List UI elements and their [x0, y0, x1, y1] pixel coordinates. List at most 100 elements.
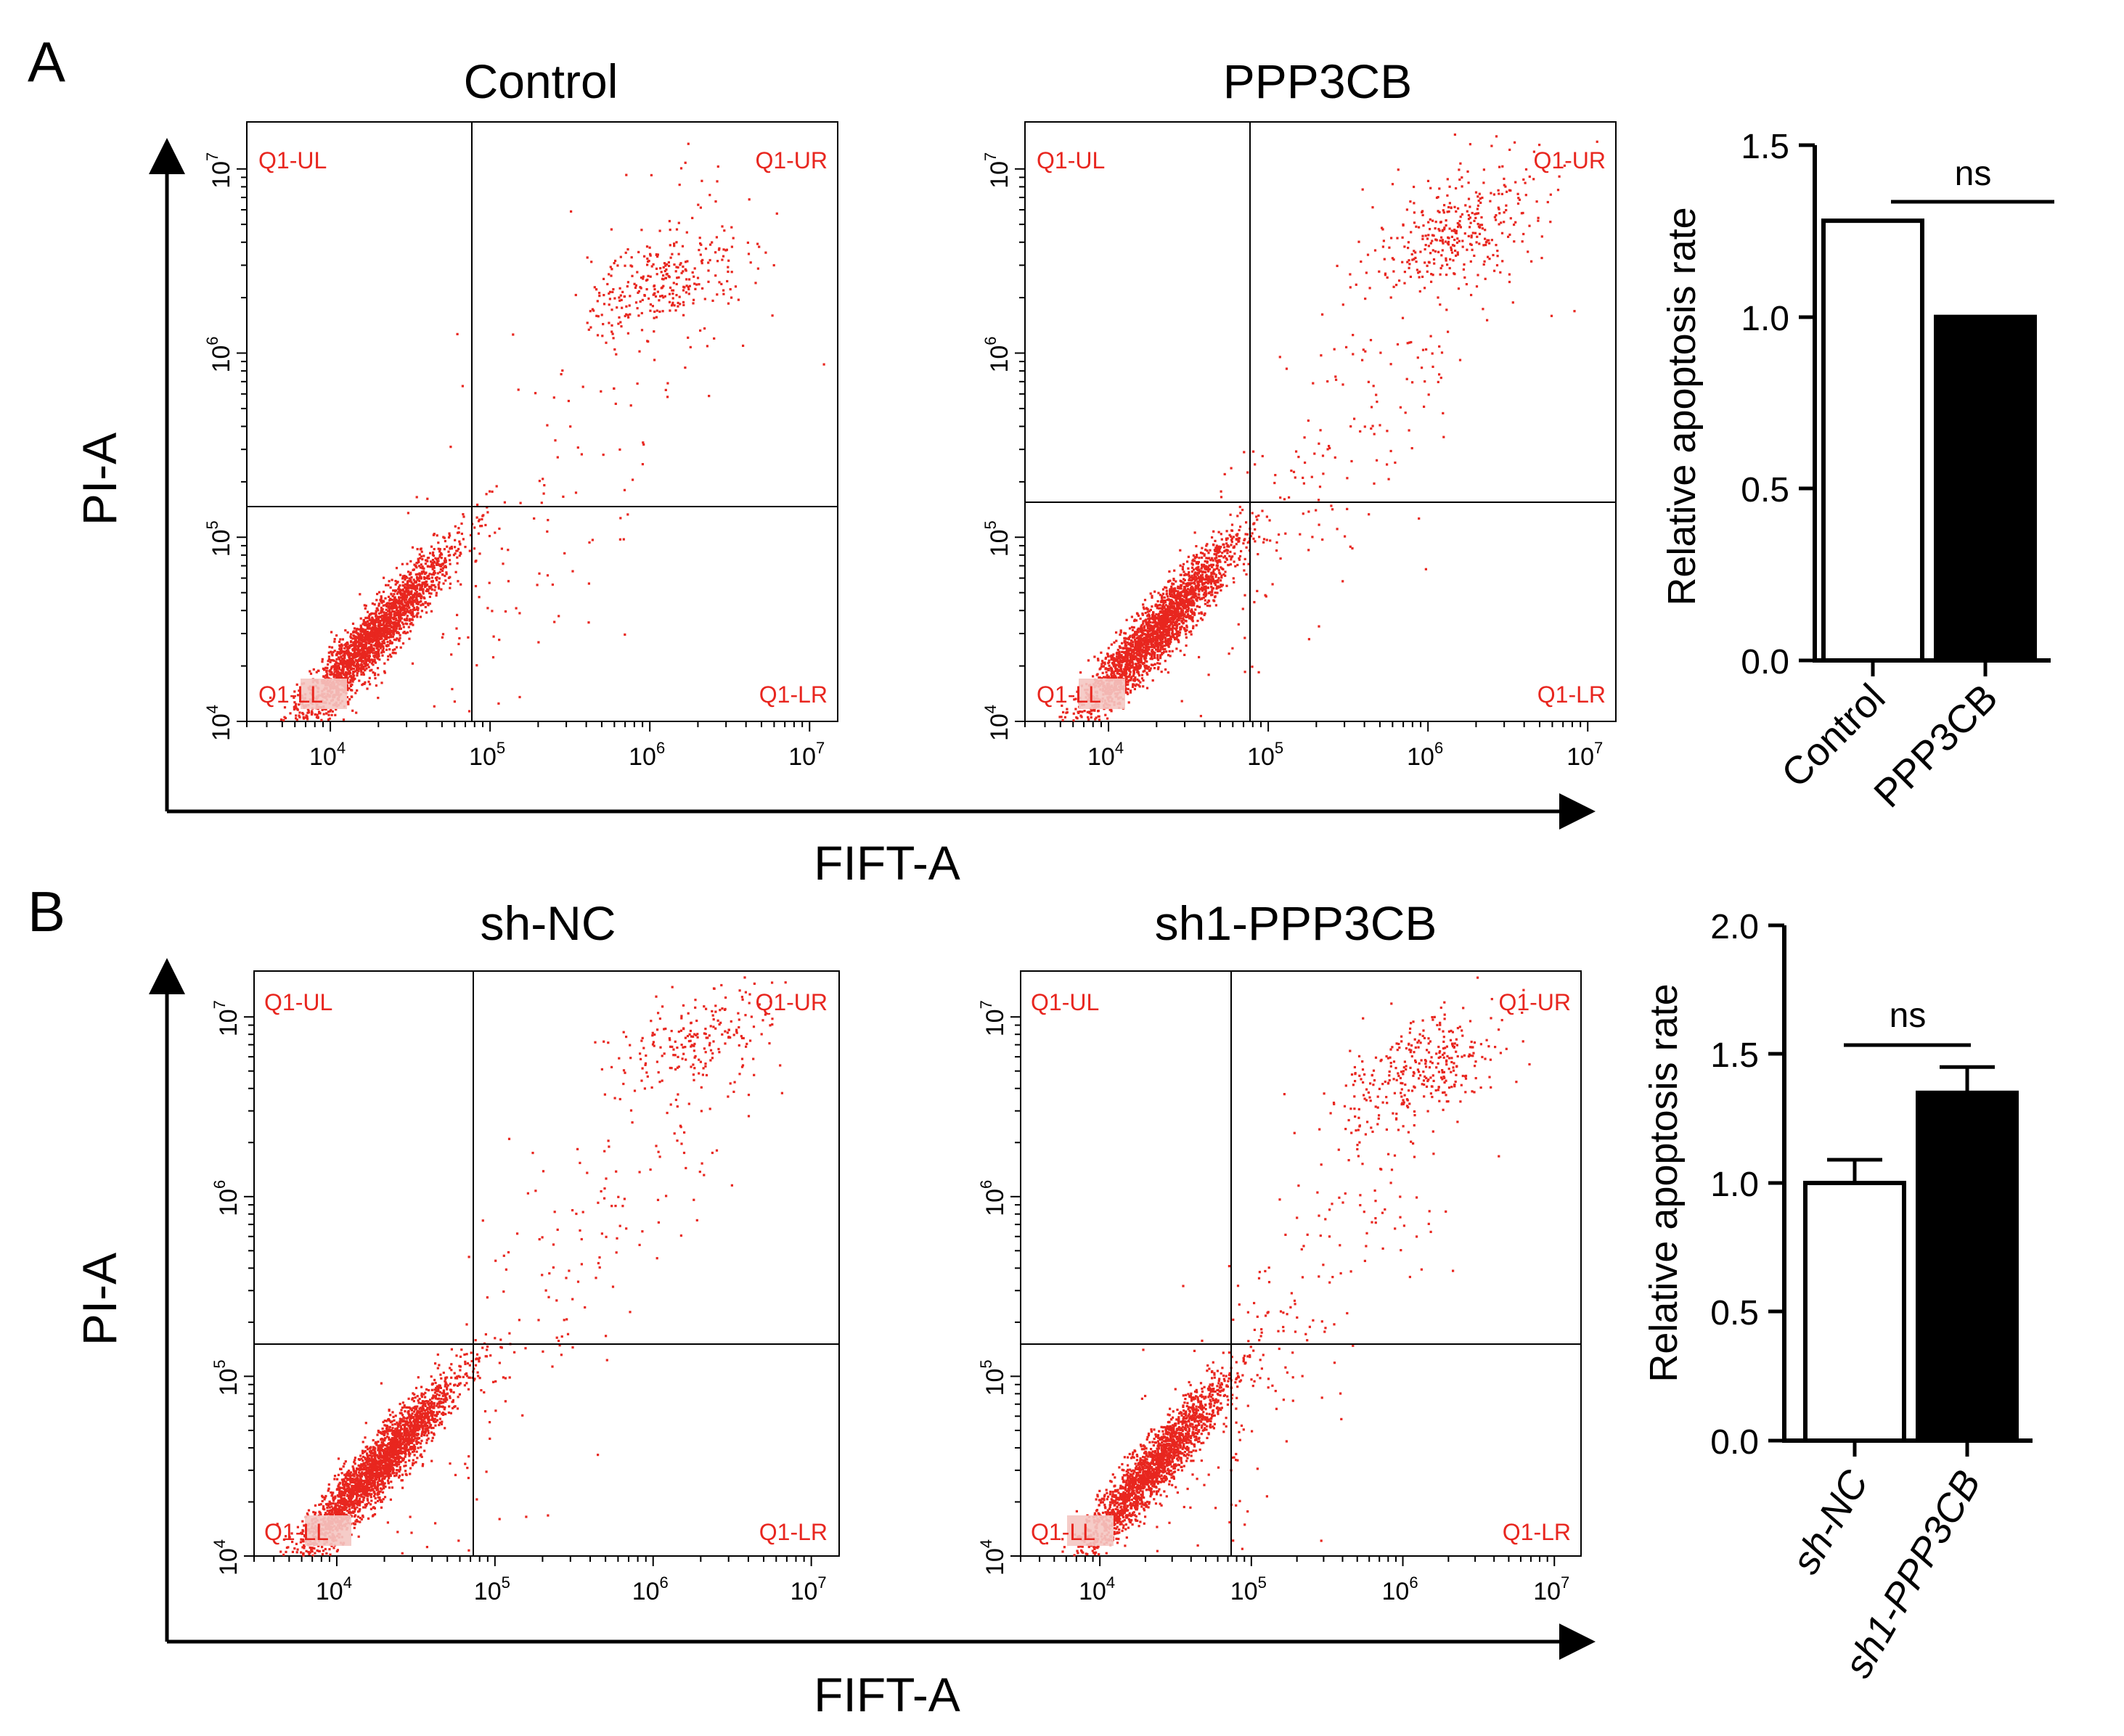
event-dot	[732, 237, 735, 239]
event-dot	[407, 606, 410, 609]
event-dot	[1182, 613, 1185, 616]
event-dot	[669, 286, 672, 289]
event-dot	[608, 290, 612, 293]
event-dot	[685, 231, 688, 234]
event-dot	[382, 647, 385, 650]
event-dot	[401, 601, 404, 604]
event-dot	[415, 590, 418, 594]
event-dot	[380, 651, 383, 654]
event-dot	[381, 654, 384, 657]
event-dot	[628, 304, 631, 307]
event-dot	[485, 493, 488, 496]
event-dot	[359, 617, 362, 620]
event-dot	[413, 581, 416, 584]
event-dot	[387, 617, 390, 620]
event-dot	[360, 636, 363, 639]
event-dot	[400, 589, 404, 591]
event-dot	[360, 671, 363, 673]
event-dot	[330, 666, 333, 668]
event-dot	[399, 573, 402, 576]
event-dot	[1126, 650, 1129, 652]
quadrant-label-ul: Q1-UL	[258, 147, 327, 173]
event-dot	[1161, 615, 1164, 618]
event-dot	[360, 668, 363, 671]
event-dot	[748, 198, 751, 201]
event-dot	[369, 639, 372, 642]
event-dot	[349, 652, 352, 655]
event-dot	[1110, 677, 1113, 680]
event-dot	[1242, 542, 1245, 545]
event-dot	[388, 599, 391, 602]
event-dot	[1194, 584, 1197, 587]
event-dot	[1184, 592, 1187, 595]
event-dot	[372, 618, 375, 621]
event-dot	[486, 511, 489, 514]
event-dot	[1204, 578, 1208, 581]
event-dot	[662, 274, 665, 277]
event-dot	[626, 281, 629, 284]
event-dot	[1119, 633, 1122, 636]
event-dot	[1180, 598, 1183, 601]
event-dot	[687, 292, 690, 295]
event-dot	[1214, 604, 1217, 607]
event-dot	[1159, 629, 1161, 632]
event-dot	[327, 655, 330, 658]
event-dot	[1156, 605, 1159, 608]
event-dot	[500, 547, 503, 550]
event-dot	[1129, 659, 1132, 662]
event-dot	[301, 711, 304, 715]
event-dot	[1218, 571, 1221, 574]
event-dot	[1183, 653, 1186, 656]
event-dot	[1121, 657, 1124, 660]
event-dot	[406, 617, 409, 620]
event-dot	[1143, 669, 1146, 672]
event-dot	[342, 668, 345, 671]
event-dot	[1132, 656, 1135, 659]
event-dot	[414, 565, 417, 568]
event-dot	[378, 630, 381, 633]
event-dot	[1151, 627, 1155, 630]
event-dot	[399, 634, 401, 636]
event-dot	[352, 664, 356, 667]
event-dot	[428, 595, 431, 598]
event-dot	[1208, 564, 1211, 567]
event-dot	[1151, 649, 1153, 652]
quadrant-label-lr: Q1-LR	[759, 681, 828, 708]
event-dot	[1112, 665, 1115, 668]
event-dot	[605, 341, 608, 344]
event-dot	[682, 300, 685, 303]
event-dot	[1153, 667, 1156, 670]
event-dot	[441, 567, 444, 570]
event-dot	[356, 655, 359, 658]
event-dot	[1215, 560, 1218, 563]
event-dot	[1205, 568, 1208, 570]
event-dot	[457, 642, 460, 645]
event-dot	[655, 267, 658, 270]
event-dot	[383, 621, 385, 623]
event-dot	[1183, 613, 1186, 616]
event-dot	[771, 314, 774, 317]
event-dot	[381, 614, 384, 617]
event-dot	[1132, 634, 1135, 637]
event-dot	[464, 546, 467, 549]
event-dot	[1222, 543, 1225, 546]
event-dot	[1113, 663, 1116, 666]
event-dot	[367, 640, 370, 643]
event-dot	[1129, 634, 1132, 637]
event-dot	[618, 448, 621, 451]
event-dot	[363, 663, 366, 666]
event-dot	[1119, 647, 1122, 650]
event-dot	[1164, 642, 1167, 645]
event-dot	[1151, 640, 1153, 643]
event-dot	[1216, 591, 1219, 594]
event-dot	[461, 385, 464, 388]
event-dot	[1141, 644, 1144, 647]
event-dot	[602, 323, 605, 326]
event-dot	[282, 718, 285, 722]
event-dot	[338, 647, 341, 650]
event-dot	[475, 560, 478, 562]
y-tick-label: 105	[203, 520, 235, 557]
event-dot	[1141, 613, 1144, 616]
event-dot	[355, 636, 358, 639]
event-dot	[637, 291, 640, 294]
